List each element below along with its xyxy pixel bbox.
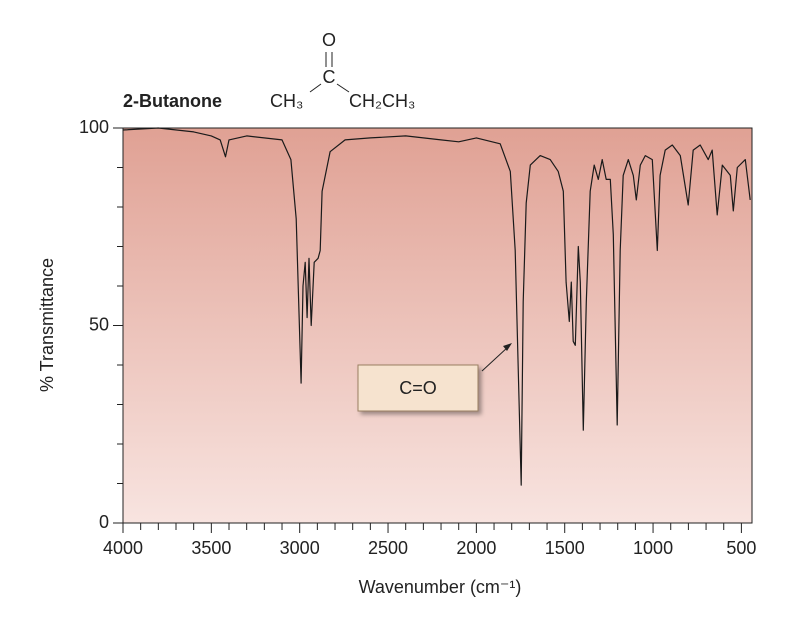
- x-tick-label: 1500: [545, 538, 585, 558]
- x-tick-label: 4000: [103, 538, 143, 558]
- x-tick-label: 2500: [368, 538, 408, 558]
- annotation: C=O: [399, 378, 437, 398]
- structure-carbon: C: [323, 67, 336, 87]
- x-tick-label: 2000: [456, 538, 496, 558]
- structure-right: CH₂CH₃: [349, 91, 415, 111]
- y-tick-label: 50: [89, 314, 109, 334]
- y-tick-label: 0: [99, 512, 109, 532]
- structure-left: CH₃: [270, 91, 303, 111]
- x-tick-label: 3000: [280, 538, 320, 558]
- arrow-head: [503, 343, 512, 351]
- y-tick-label: 100: [79, 117, 109, 137]
- x-tick-label: 3500: [191, 538, 231, 558]
- y-axis-title: % Transmittance: [37, 258, 57, 392]
- bond: [309, 83, 322, 93]
- x-axis-title: Wavenumber (cm⁻¹): [359, 577, 522, 597]
- x-tick-label: 500: [726, 538, 756, 558]
- annotation-arrow: [481, 346, 509, 372]
- spectrum-line: [122, 127, 751, 486]
- structure-oxygen: O: [322, 30, 336, 50]
- annotation-box: [357, 364, 479, 412]
- chart-title: 2-Butanone: [123, 91, 222, 111]
- bond: [336, 83, 350, 93]
- x-tick-label: 1000: [633, 538, 673, 558]
- plot-area: [122, 127, 753, 524]
